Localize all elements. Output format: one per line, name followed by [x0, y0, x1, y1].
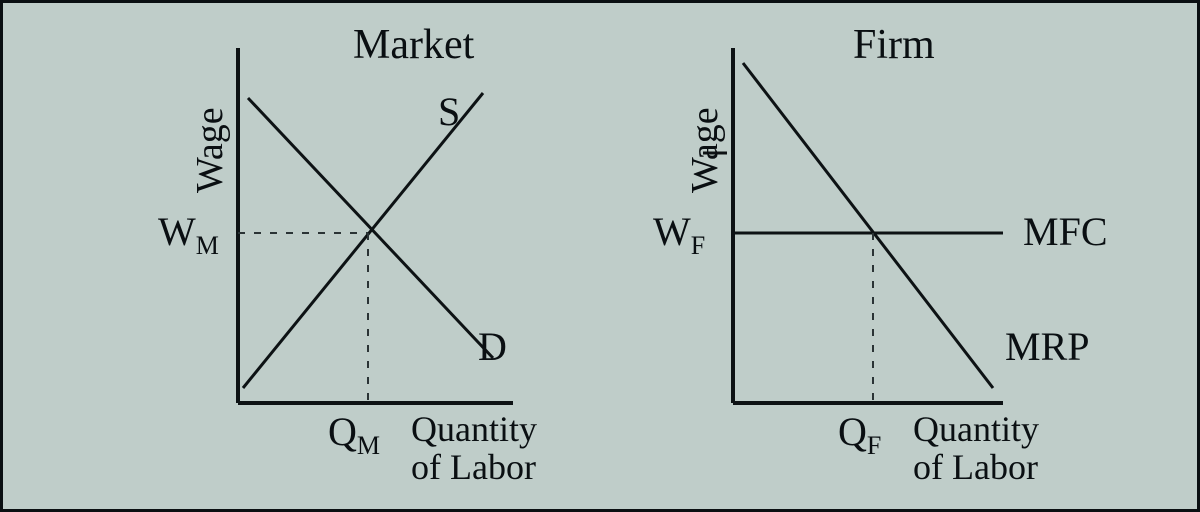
firm-mrp-label: MRP — [1005, 323, 1090, 370]
firm-mfc-label: MFC — [1023, 208, 1108, 255]
firm-mrp-line — [743, 63, 993, 388]
firm-q-label: QF — [838, 408, 881, 461]
firm-xaxis-label: Quantityof Labor — [913, 411, 1039, 487]
diagram-canvas: Market Wage WM S D QM Quantityof Labor F… — [0, 0, 1200, 512]
firm-w-label: WF — [653, 208, 705, 261]
firm-title: Firm — [853, 21, 935, 69]
firm-yaxis-label: Wage — [683, 107, 727, 193]
